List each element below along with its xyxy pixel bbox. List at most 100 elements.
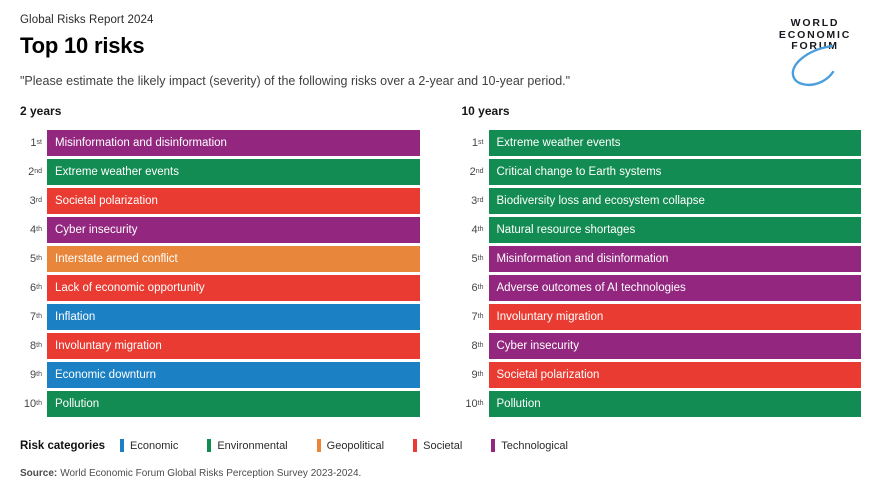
rank-number: 2 <box>469 166 476 178</box>
rank-number: 9 <box>30 369 37 381</box>
risk-bar: Involuntary migration <box>488 304 861 330</box>
risk-bar: Interstate armed conflict <box>47 246 420 272</box>
rank-number: 2 <box>28 166 35 178</box>
risk-label: Societal polarization <box>55 195 158 207</box>
legend-item-label: Environmental <box>217 439 288 452</box>
risk-bar: Misinformation and disinformation <box>47 130 420 156</box>
risk-label: Pollution <box>55 398 100 410</box>
risk-label: Cyber insecurity <box>496 340 579 352</box>
legend-item: Economic <box>120 439 178 452</box>
rank-number: 4 <box>30 224 37 236</box>
risk-bar: Inflation <box>47 304 420 330</box>
legend-color-tick <box>120 439 125 452</box>
logo-text-world: WORLD <box>790 17 840 29</box>
logo-arc-icon <box>791 44 835 86</box>
risk-bar: Pollution <box>488 391 861 417</box>
legend-item: Technological <box>491 439 568 452</box>
rank-number: 10 <box>465 398 478 410</box>
rank-number: 5 <box>30 253 37 265</box>
risk-bar: Economic downturn <box>47 362 420 388</box>
rank-number: 8 <box>30 340 37 352</box>
legend-item-label: Technological <box>501 439 568 452</box>
risk-bar: Pollution <box>47 391 420 417</box>
risk-label: Lack of economic opportunity <box>55 282 205 294</box>
risk-bar: Societal polarization <box>488 362 861 388</box>
wef-swoosh-icon <box>791 44 835 86</box>
legend-item: Environmental <box>207 439 288 452</box>
rank-number: 1 <box>30 137 37 149</box>
risk-bar: Extreme weather events <box>47 159 420 185</box>
risk-label: Misinformation and disinformation <box>55 137 227 149</box>
legend-items: Economic Environmental Geopolitical Soci… <box>120 439 597 452</box>
legend-item-label: Societal <box>423 439 463 452</box>
rank-number: 8 <box>471 340 478 352</box>
risk-bar: Cyber insecurity <box>47 217 420 243</box>
risk-label: Pollution <box>496 398 541 410</box>
source-text: World Economic Forum Global Risks Percep… <box>60 468 362 479</box>
rank-number: 10 <box>23 398 37 410</box>
legend: Risk categories Economic Environmental G… <box>20 439 861 452</box>
risk-label: Adverse outcomes of AI technologies <box>496 282 686 294</box>
risk-bar: Natural resource shortages <box>488 217 861 243</box>
legend-color-tick <box>491 439 496 452</box>
legend-color-tick <box>316 439 321 452</box>
risk-bar: Adverse outcomes of AI technologies <box>488 275 861 301</box>
risk-label: Misinformation and disinformation <box>496 253 669 265</box>
risk-label: Societal polarization <box>496 369 600 381</box>
legend-title: Risk categories <box>20 439 106 452</box>
risk-bar: Involuntary migration <box>47 333 420 359</box>
risk-bar: Lack of economic opportunity <box>47 275 420 301</box>
risk-bar: Extreme weather events <box>488 130 861 156</box>
legend-color-tick <box>413 439 418 452</box>
risk-bar: Critical change to Earth systems <box>488 159 861 185</box>
rank-number: 7 <box>30 311 37 323</box>
risk-label: Inflation <box>55 311 96 323</box>
risk-label: Biodiversity loss and ecosystem collapse <box>496 195 705 207</box>
risk-label: Involuntary migration <box>496 311 604 323</box>
risk-bar: Societal polarization <box>47 188 420 214</box>
risk-label: Critical change to Earth systems <box>496 166 662 178</box>
risk-label: Cyber insecurity <box>55 224 138 236</box>
risk-label: Involuntary migration <box>55 340 162 352</box>
rank-number: 6 <box>471 282 478 294</box>
risk-label: Extreme weather events <box>55 166 180 178</box>
legend-item: Geopolitical <box>316 439 384 452</box>
rank-number: 7 <box>471 311 478 323</box>
